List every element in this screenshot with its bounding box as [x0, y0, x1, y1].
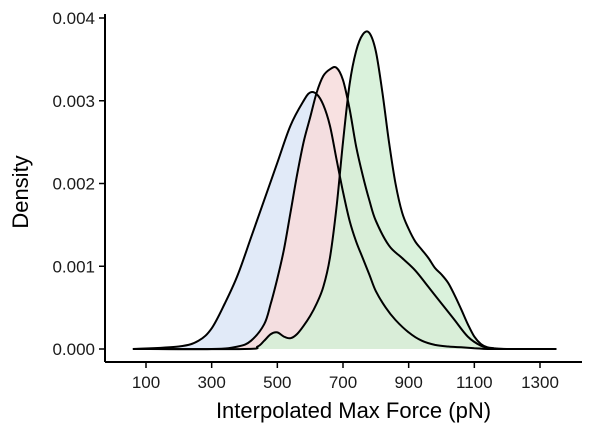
y-tick-label: 0.001 [52, 257, 95, 276]
y-tick-label: 0.003 [52, 92, 95, 111]
x-tick-label: 1100 [456, 373, 493, 392]
y-axis-title: Density [8, 155, 33, 228]
x-axis-title: Interpolated Max Force (pN) [216, 398, 491, 423]
density-area-3 [132, 31, 557, 350]
density-series-layer [132, 30, 557, 351]
x-tick-label: 700 [329, 373, 357, 392]
y-tick-label: 0.004 [52, 9, 95, 28]
density-line-2 [132, 65, 557, 351]
x-tick-label: 500 [263, 373, 291, 392]
x-tick-label: 900 [394, 373, 422, 392]
y-tick-label: 0.000 [52, 340, 95, 359]
x-tick-label: 300 [197, 373, 225, 392]
density-line-1 [132, 90, 557, 351]
x-tick-label: 100 [132, 373, 160, 392]
x-tick-label: 1300 [521, 373, 559, 392]
y-axis-ticks: 0.000 0.001 0.002 0.003 0.004 [52, 9, 105, 359]
y-tick-label: 0.002 [52, 175, 95, 194]
density-line-3 [132, 30, 557, 351]
x-axis-ticks: 100 300 500 700 900 1100 1300 [132, 362, 559, 392]
